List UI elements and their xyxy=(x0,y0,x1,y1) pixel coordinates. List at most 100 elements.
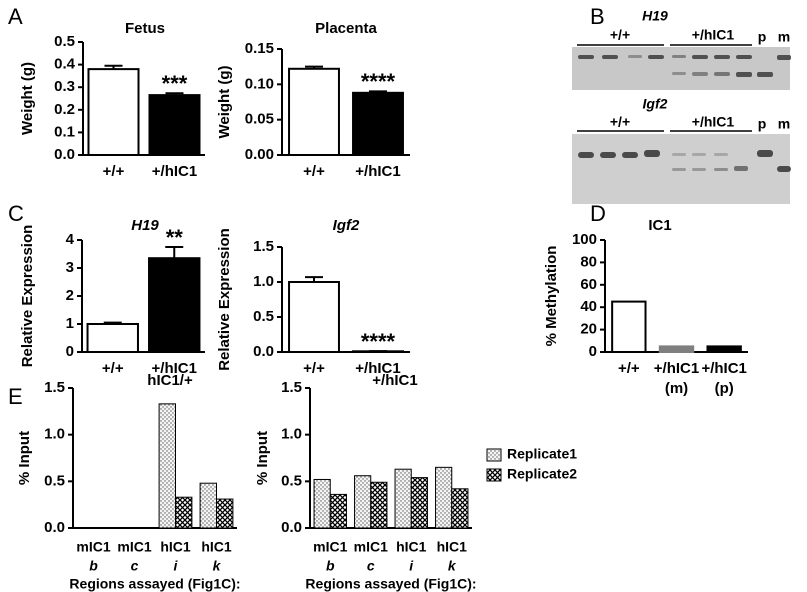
bar xyxy=(148,257,201,354)
bar xyxy=(288,281,340,353)
x-tick-label: +/+ xyxy=(103,163,125,180)
bar xyxy=(158,403,177,529)
y-tick-label: 3 xyxy=(66,259,74,276)
x-tick-label: mIC1 xyxy=(354,539,388,555)
x-tick-label: hIC1 xyxy=(396,539,427,555)
x-tick-label: +/hIC1 xyxy=(355,163,400,180)
y-tick-label: 2 xyxy=(66,287,74,304)
y-tick-label: 0.4 xyxy=(54,56,76,73)
y-tick-label: 20 xyxy=(580,321,597,338)
legend-label: Replicate2 xyxy=(507,466,577,482)
region-label: k xyxy=(213,558,222,574)
x-tick-label: hIC1 xyxy=(160,539,191,555)
chart-title: Igf2 xyxy=(333,217,360,234)
panel-label: A xyxy=(8,4,23,29)
bar xyxy=(611,300,647,354)
panel-label: C xyxy=(8,201,24,226)
bar xyxy=(329,493,347,529)
gel-lane: m xyxy=(778,29,790,45)
y-axis-label: Relative Expression xyxy=(19,225,36,368)
y-tick-label: 0.3 xyxy=(54,78,75,95)
gel-blot xyxy=(572,130,791,204)
x-tick-label: (m) xyxy=(665,380,688,397)
panel-label: E xyxy=(8,384,23,409)
y-axis-label: % Input xyxy=(16,431,33,485)
y-axis-label: Weight (g) xyxy=(19,62,36,135)
significance: *** xyxy=(162,71,188,96)
x-tick-label: +/+ xyxy=(303,163,325,180)
y-tick-label: 1.0 xyxy=(281,426,302,443)
bar xyxy=(148,94,201,156)
bar xyxy=(435,466,453,529)
error-bar xyxy=(103,321,122,324)
y-tick-label: 100 xyxy=(572,231,597,248)
significance: **** xyxy=(361,69,396,94)
y-tick-label: 0.0 xyxy=(44,519,65,536)
bar xyxy=(87,68,140,156)
bar xyxy=(370,481,388,529)
gel-lane: m xyxy=(778,116,790,132)
bar xyxy=(313,478,331,529)
significance: ** xyxy=(166,225,184,250)
y-tick-label: 0.15 xyxy=(245,40,274,57)
gel-title: Igf2 xyxy=(643,96,668,112)
region-label: b xyxy=(89,558,98,574)
region-label: c xyxy=(131,558,139,574)
error-bar xyxy=(369,90,387,93)
gel-group: +/+ xyxy=(610,114,630,130)
error-bar xyxy=(165,92,184,96)
region-label: k xyxy=(448,558,457,574)
bar xyxy=(86,323,139,353)
y-tick-label: 0.5 xyxy=(54,33,75,50)
y-tick-label: 0.05 xyxy=(245,111,274,128)
bar xyxy=(394,468,412,529)
gel-title: H19 xyxy=(642,8,668,24)
y-tick-label: 4 xyxy=(66,231,75,248)
x-tick-label: +/hIC1 xyxy=(152,360,197,377)
bar xyxy=(199,482,218,529)
y-tick-label: 0.5 xyxy=(281,472,302,489)
region-label: i xyxy=(174,558,179,574)
x-tick-label: +/+ xyxy=(102,360,124,377)
bar xyxy=(352,91,404,156)
significance: **** xyxy=(361,329,396,354)
chart-title: H19 xyxy=(131,217,159,234)
y-tick-label: 0 xyxy=(589,343,597,360)
y-tick-label: 0.00 xyxy=(245,146,274,163)
y-tick-label: 0.0 xyxy=(54,146,75,163)
y-axis-label: % Methylation xyxy=(543,246,560,347)
y-tick-label: 0.0 xyxy=(281,519,302,536)
x-tick-label: hIC1 xyxy=(437,539,468,555)
region-label: c xyxy=(367,558,375,574)
region-label: b xyxy=(326,558,335,574)
panel-label: B xyxy=(590,4,605,29)
x-tick-label: mIC1 xyxy=(117,539,151,555)
y-tick-label: 0.2 xyxy=(54,101,75,118)
y-tick-label: 0.10 xyxy=(245,75,274,92)
x-axis-label: Regions assayed (Fig1C): xyxy=(69,576,240,592)
x-axis-label: Regions assayed (Fig1C): xyxy=(305,576,476,592)
gel-group: +/+ xyxy=(610,27,630,43)
x-tick-label: +/hIC1 xyxy=(355,360,400,377)
y-tick-label: 1.0 xyxy=(253,273,274,290)
x-tick-label: (p) xyxy=(715,380,734,397)
chart-title: hIC1/+ xyxy=(147,372,193,389)
bar xyxy=(451,488,469,529)
bar xyxy=(658,345,695,353)
legend-swatch xyxy=(486,468,502,482)
y-tick-label: 1.5 xyxy=(281,379,302,396)
x-tick-label: +/hIC1 xyxy=(152,163,197,180)
error-bar xyxy=(165,246,184,259)
y-tick-label: 0.1 xyxy=(54,123,75,140)
error-bar xyxy=(305,65,323,69)
chart-title: +/hIC1 xyxy=(372,372,417,389)
x-tick-label: +/+ xyxy=(303,360,325,377)
x-tick-label: +/hIC1 xyxy=(701,360,746,377)
chart-title: IC1 xyxy=(648,217,671,234)
gel-group: +/hIC1 xyxy=(692,27,735,43)
x-tick-label: hIC1 xyxy=(201,539,232,555)
y-tick-label: 1 xyxy=(66,315,74,332)
error-bar xyxy=(104,64,123,70)
y-axis-label: Weight (g) xyxy=(216,65,233,138)
